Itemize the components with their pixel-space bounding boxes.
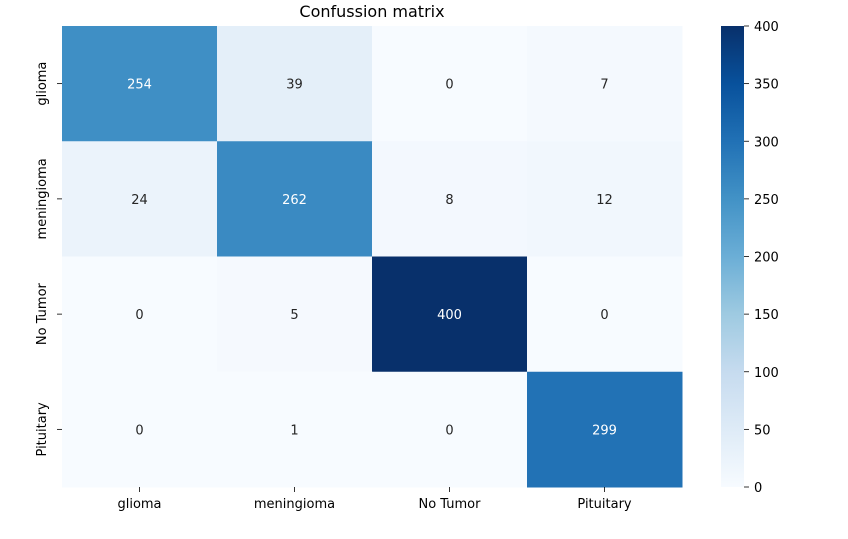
x-tick-label: No Tumor — [419, 497, 482, 512]
colorbar-gradient — [721, 26, 744, 487]
cell-value-label: 0 — [135, 423, 143, 438]
cell-value-label: 39 — [286, 78, 303, 93]
colorbar-tick-label: 250 — [754, 193, 779, 208]
cell-value-label: 0 — [600, 308, 608, 323]
heatmap-cells: 254 39 0 7 24 262 8 12 0 5 400 0 0 1 0 299 — [62, 26, 683, 488]
heatmap-cell — [372, 141, 528, 257]
heatmap-cell — [527, 141, 683, 257]
x-axis: glioma meningioma No Tumor Pituitary — [117, 487, 632, 512]
x-tick-label: Pituitary — [577, 497, 632, 512]
chart-title: Confussion matrix — [299, 2, 444, 21]
heatmap-cell — [62, 26, 218, 142]
y-axis: glioma meningioma No Tumor Pituitary — [35, 62, 62, 457]
cell-value-label: 254 — [127, 78, 152, 93]
heatmap-cell — [62, 371, 218, 488]
cell-value-label: 299 — [592, 423, 617, 438]
heatmap-cell — [527, 26, 683, 142]
y-tick-label: Pituitary — [35, 402, 50, 457]
cell-value-label: 5 — [290, 308, 298, 323]
cell-value-label: 24 — [131, 193, 148, 208]
colorbar-tick-label: 350 — [754, 78, 779, 93]
heatmap-cell — [372, 256, 528, 373]
y-tick-label: No Tumor — [35, 282, 50, 345]
colorbar-tick-label: 0 — [754, 481, 762, 496]
x-tick-label: glioma — [117, 497, 161, 512]
heatmap-cell — [62, 256, 218, 373]
colorbar-ticks: 0 50 100 150 200 250 300 350 400 — [744, 20, 779, 496]
y-tick-label: glioma — [35, 62, 50, 106]
heatmap-cell — [217, 371, 373, 488]
colorbar-tick-label: 100 — [754, 366, 779, 381]
colorbar-tick-label: 400 — [754, 20, 779, 35]
heatmap-cell — [217, 256, 373, 373]
heatmap-cell — [372, 26, 528, 142]
cell-value-label: 400 — [437, 308, 462, 323]
colorbar-tick-label: 50 — [754, 423, 771, 438]
y-tick-label: meningioma — [35, 158, 50, 239]
cell-value-label: 0 — [135, 308, 143, 323]
colorbar-tick-label: 150 — [754, 308, 779, 323]
cell-value-label: 0 — [445, 78, 453, 93]
heatmap-cell — [527, 256, 683, 373]
cell-value-label: 1 — [290, 423, 298, 438]
heatmap-cell — [217, 141, 373, 257]
cell-value-label: 8 — [445, 193, 453, 208]
heatmap-cell — [217, 26, 373, 142]
cell-value-label: 262 — [282, 193, 307, 208]
heatmap-cell — [527, 371, 683, 488]
colorbar: 0 50 100 150 200 250 300 350 400 — [721, 20, 779, 496]
heatmap-cell — [372, 371, 528, 488]
cell-value-label: 12 — [596, 193, 613, 208]
colorbar-tick-label: 300 — [754, 135, 779, 150]
cell-value-label: 0 — [445, 423, 453, 438]
x-tick-label: meningioma — [254, 497, 335, 512]
heatmap-cell — [62, 141, 218, 257]
colorbar-tick-label: 200 — [754, 251, 779, 266]
cell-value-label: 7 — [600, 78, 608, 93]
